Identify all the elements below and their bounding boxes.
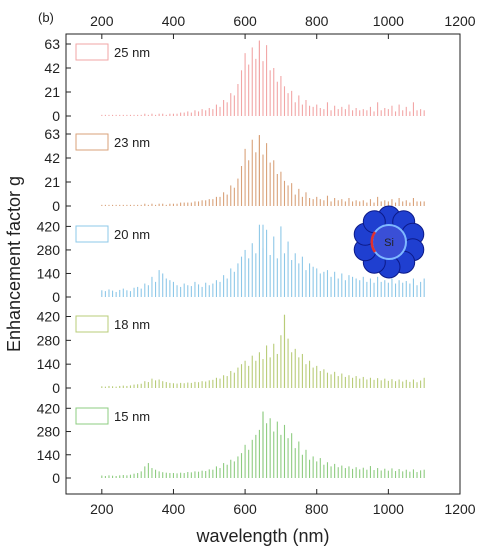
legend-swatch xyxy=(75,133,109,151)
inset-si-label: Si xyxy=(384,237,394,249)
y-tick-label: 0 xyxy=(52,289,60,305)
y-axis-title: Enhancement factor g xyxy=(4,176,24,352)
y-tick-label: 21 xyxy=(44,174,60,190)
y-tick-label: 63 xyxy=(44,36,60,52)
top-x-tick-label: 1000 xyxy=(373,13,404,29)
bottom-x-tick-label: 600 xyxy=(233,501,257,517)
panel-23-nm: 0 21 42 63 23 nm xyxy=(44,126,425,214)
y-tick-label: 0 xyxy=(52,108,60,124)
bottom-x-axis: 200 400 600 800 1000 1200 xyxy=(90,489,476,517)
legend-label: 15 nm xyxy=(114,409,150,424)
legend-label: 25 nm xyxy=(114,45,150,60)
legend-swatch xyxy=(75,225,109,243)
y-tick-label: 21 xyxy=(44,84,60,100)
top-x-tick-label: 400 xyxy=(162,13,186,29)
y-tick-label: 420 xyxy=(37,400,61,416)
plot-frame xyxy=(65,33,461,495)
y-tick-label: 280 xyxy=(37,242,61,258)
top-x-axis: 200 400 600 800 1000 1200 xyxy=(90,13,476,39)
y-tick-label: 0 xyxy=(52,198,60,214)
bottom-x-tick-label: 1000 xyxy=(373,501,404,517)
panel-label: (b) xyxy=(38,10,54,25)
y-tick-label: 420 xyxy=(37,309,61,325)
legend-label: 23 nm xyxy=(114,135,150,150)
panel-18-nm: 0 140 280 420 18 nm xyxy=(37,309,425,396)
bottom-x-tick-label: 1200 xyxy=(444,501,475,517)
y-tick-label: 140 xyxy=(37,447,61,463)
y-tick-label: 420 xyxy=(37,218,61,234)
legend-label: 20 nm xyxy=(114,227,150,242)
y-tick-label: 0 xyxy=(52,380,60,396)
panel-25-nm: 0 21 42 63 25 nm xyxy=(44,36,425,124)
bottom-x-tick-label: 800 xyxy=(305,501,329,517)
y-tick-label: 63 xyxy=(44,126,60,142)
legend-label: 18 nm xyxy=(114,317,150,332)
bottom-x-tick-label: 200 xyxy=(90,501,114,517)
y-tick-label: 280 xyxy=(37,332,61,348)
top-x-tick-label: 1200 xyxy=(444,13,475,29)
top-x-tick-label: 600 xyxy=(233,13,257,29)
panel-15-nm: 0 140 280 420 15 nm xyxy=(37,400,425,486)
y-tick-label: 140 xyxy=(37,356,61,372)
legend-swatch xyxy=(75,315,109,333)
y-tick-label: 140 xyxy=(37,265,61,281)
y-tick-label: 0 xyxy=(52,470,60,486)
inset-hotspot xyxy=(370,231,377,253)
y-tick-label: 42 xyxy=(44,150,60,166)
bottom-x-tick-label: 400 xyxy=(162,501,186,517)
legend-swatch xyxy=(75,43,109,61)
y-tick-label: 280 xyxy=(37,424,61,440)
x-axis-title: wavelength (nm) xyxy=(195,526,329,546)
legend-swatch xyxy=(75,407,109,425)
top-x-tick-label: 200 xyxy=(90,13,114,29)
si-nanoparticle-inset: Si xyxy=(353,205,425,279)
y-tick-label: 42 xyxy=(44,60,60,76)
top-x-tick-label: 800 xyxy=(305,13,329,29)
panel-20-nm: 0 140 280 420 20 nm xyxy=(37,218,425,305)
